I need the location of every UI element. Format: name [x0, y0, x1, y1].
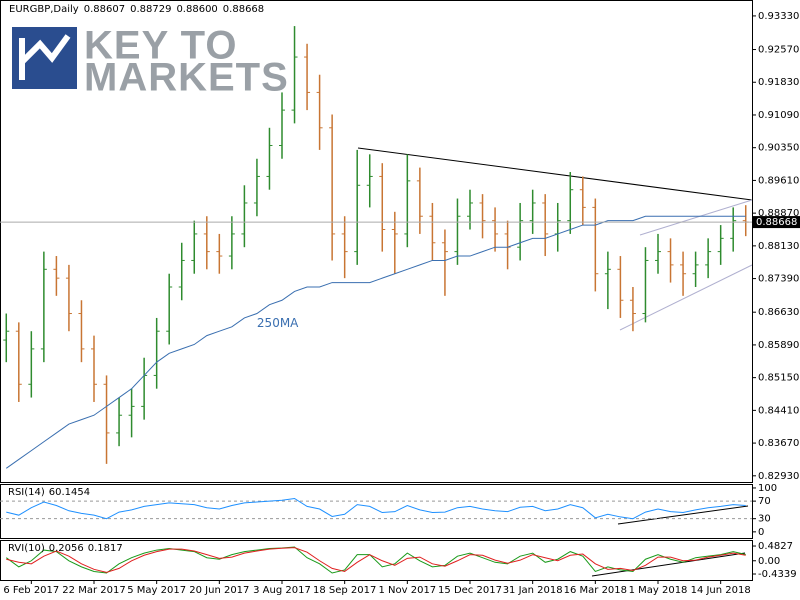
- y-tick-label: 0.84410: [758, 405, 799, 416]
- y-tick-label: 70: [758, 496, 771, 507]
- y-tick-label: 0.00: [758, 556, 780, 567]
- channel-line: [639, 199, 753, 236]
- y-tick-label: 0.93330: [758, 11, 799, 22]
- y-tick-label: 0.85150: [758, 373, 799, 384]
- y-tick-label: 0.86630: [758, 307, 799, 318]
- x-tick-label: 15 Dec 2017: [438, 585, 502, 596]
- series-line: [5, 215, 746, 469]
- y-tick-label: 0.82930: [758, 471, 799, 482]
- logo-mark: [19, 34, 71, 80]
- indicator-text: 0.1817: [88, 543, 123, 554]
- header-text: 0.88668: [223, 4, 264, 15]
- current-price-label: 0.88668: [756, 217, 797, 228]
- y-tick-label: 0.4827: [758, 541, 793, 552]
- y-tick-label: -0.4339: [758, 569, 797, 580]
- x-tick-label: 16 Mar 2018: [564, 585, 627, 596]
- y-tick-label: 0.91830: [758, 77, 799, 88]
- panel-frame: [0, 484, 753, 539]
- channel-line: [619, 264, 753, 331]
- logo: KEY TO MARKETS: [12, 24, 289, 100]
- panel-frame: [0, 0, 753, 483]
- x-tick-label: 14 Jun 2018: [691, 585, 751, 596]
- x-tick-label: 18 Sep 2017: [313, 585, 376, 596]
- header-text: 0.88607: [84, 4, 125, 15]
- logo-text: MARKETS: [84, 56, 289, 100]
- indicator-text: 0.2056: [49, 543, 84, 554]
- series-label: 250MA: [257, 316, 299, 330]
- indicator-label: RSI(14) 60.1454: [8, 487, 90, 498]
- series-line: [6, 547, 746, 573]
- x-tick-label: 31 Jan 2018: [503, 585, 563, 596]
- y-tick-label: 0.88130: [758, 241, 799, 252]
- header-text: EURGBP,Daily: [9, 4, 79, 15]
- x-tick-label: 20 Jun 2017: [189, 585, 249, 596]
- y-tick-label: 0.83670: [758, 438, 799, 449]
- header-text: 0.88600: [176, 4, 217, 15]
- indicator-text: RSI(14): [8, 487, 45, 498]
- y-tick-label: 0.85890: [758, 340, 799, 351]
- x-tick-label: 3 Aug 2017: [253, 585, 311, 596]
- x-tick-label: 6 Feb 2017: [3, 585, 59, 596]
- x-tick-label: 22 Mar 2017: [62, 585, 125, 596]
- y-tick-label: 0.88870: [758, 208, 799, 219]
- logo-text: KEY TO: [84, 24, 237, 68]
- trendline: [357, 147, 753, 201]
- indicator-label: RVI(10) 0.2056 0.1817: [8, 543, 123, 554]
- current-price-box: [753, 216, 800, 229]
- y-tick-label: 0.89610: [758, 175, 799, 186]
- x-tick-label: 5 May 2017: [127, 585, 186, 596]
- trendline: [591, 552, 746, 577]
- x-tick-label: 1 Nov 2017: [378, 585, 436, 596]
- series-line: [5, 546, 746, 574]
- series-line: [6, 497, 746, 520]
- indicator-text: RVI(10): [8, 543, 45, 554]
- y-tick-label: 0.92570: [758, 45, 799, 56]
- indicator-text: 60.1454: [49, 487, 90, 498]
- y-tick-label: 0.91090: [758, 110, 799, 121]
- y-tick-label: 100: [758, 483, 777, 494]
- trendline: [617, 505, 749, 525]
- x-tick-label: 1 May 2018: [629, 585, 688, 596]
- y-tick-label: 0: [758, 527, 764, 538]
- y-tick-label: 30: [758, 514, 771, 525]
- y-tick-label: 0.90350: [758, 143, 799, 154]
- header: EURGBP,Daily 0.88607 0.88729 0.88600 0.88668: [9, 4, 264, 15]
- header-text: 0.88729: [130, 4, 171, 15]
- y-tick-label: 0.87390: [758, 274, 799, 285]
